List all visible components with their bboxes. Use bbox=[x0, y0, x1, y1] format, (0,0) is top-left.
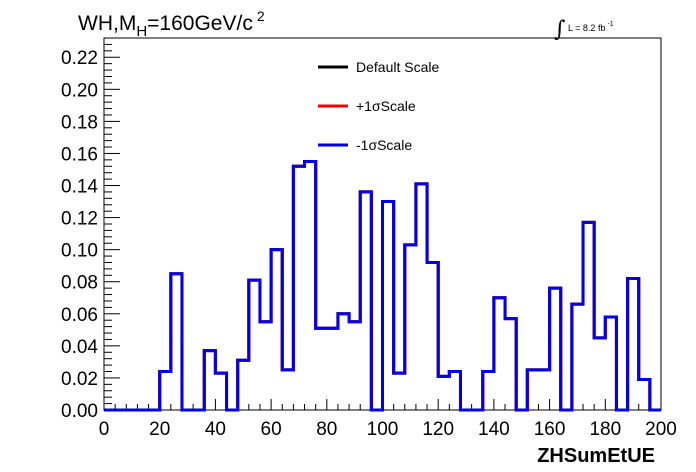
y-tick-label: 0.22 bbox=[61, 48, 98, 69]
x-tick-label: 0 bbox=[99, 419, 110, 440]
y-tick-label: 0.04 bbox=[61, 337, 98, 358]
x-tick-label: 60 bbox=[261, 419, 282, 440]
y-tick-label: 0.16 bbox=[61, 144, 98, 165]
y-tick-label: 0.00 bbox=[61, 401, 98, 422]
legend-entry: Default Scale bbox=[318, 59, 439, 75]
y-tick-label: 0.12 bbox=[61, 209, 98, 230]
x-tick-label: 120 bbox=[422, 419, 454, 440]
title-main: WH,M bbox=[78, 12, 136, 35]
legend: Default Scale +1σScale -1σScale bbox=[318, 59, 439, 153]
x-tick-label: 40 bbox=[205, 419, 226, 440]
y-tick-label: 0.20 bbox=[61, 80, 98, 101]
title-subscript: H bbox=[136, 23, 147, 40]
y-tick-label: 0.06 bbox=[61, 305, 98, 326]
y-tick-label: 0.08 bbox=[61, 273, 98, 294]
chart-title: WH,MH=160GeV/c 2 bbox=[78, 8, 265, 40]
y-tick-label: 0.14 bbox=[61, 177, 98, 198]
legend-label-minus1sigma: -1σScale bbox=[356, 137, 412, 153]
y-axis-ticks: 0.00 0.02 0.04 0.06 0.08 0.10 0.12 0.14 0.16 0.18… bbox=[61, 37, 120, 422]
x-tick-label: 200 bbox=[645, 419, 677, 440]
x-tick-label: 20 bbox=[149, 419, 170, 440]
legend-label-plus1sigma: +1σScale bbox=[356, 98, 416, 114]
x-axis-title: ZHSumEtUE bbox=[537, 445, 655, 467]
lumi-label: L = 8.2 fb -1 bbox=[568, 21, 614, 33]
series-layer bbox=[104, 159, 661, 412]
lumi-superscript: -1 bbox=[607, 21, 613, 28]
legend-entry: +1σScale bbox=[318, 98, 416, 114]
x-axis-ticks: 0 20 40 60 80 100 120 140 160 180 200 bbox=[99, 399, 677, 440]
lumi-integral-symbol: ∫ bbox=[554, 17, 566, 42]
y-tick-label: 0.10 bbox=[61, 241, 98, 262]
y-tick-label: 0.02 bbox=[61, 369, 98, 390]
title-superscript: 2 bbox=[257, 8, 265, 24]
legend-label-default: Default Scale bbox=[356, 59, 439, 75]
x-tick-label: 100 bbox=[367, 419, 399, 440]
x-tick-label: 180 bbox=[589, 419, 621, 440]
legend-entry: -1σScale bbox=[318, 137, 412, 153]
lumi-text: L = 8.2 fb bbox=[568, 23, 605, 33]
x-tick-label: 140 bbox=[478, 419, 510, 440]
x-tick-label: 80 bbox=[316, 419, 337, 440]
x-tick-label: 160 bbox=[534, 419, 566, 440]
y-tick-label: 0.18 bbox=[61, 112, 98, 133]
series-line-2 bbox=[104, 159, 661, 412]
title-rest: =160GeV/c bbox=[147, 12, 253, 35]
